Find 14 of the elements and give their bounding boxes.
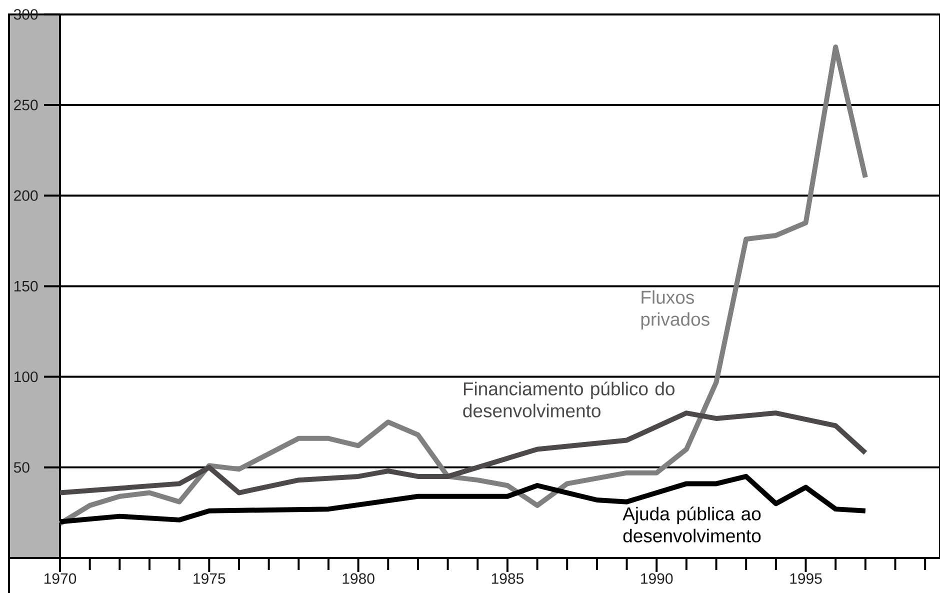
x-tick-label: 1990 (641, 573, 673, 584)
y-tick-label: 250 (14, 100, 38, 110)
series-label: Financiamento público do desenvolvimento (463, 382, 674, 418)
series-label: Fluxos privados (641, 290, 710, 330)
y-tick-label: 100 (14, 371, 38, 382)
y-tick-label: 150 (14, 280, 38, 292)
x-tick-label: 1975 (194, 573, 226, 584)
x-tick-label: 1970 (44, 573, 76, 584)
x-tick-label: 1980 (342, 573, 374, 584)
y-tick-label: 50 (14, 462, 30, 473)
y-tick-label: 200 (14, 190, 38, 201)
x-tick-label: 1985 (492, 573, 524, 584)
x-tick-label: 1995 (790, 573, 822, 584)
series-label: Ajuda pública ao desenvolvimento (622, 506, 761, 542)
